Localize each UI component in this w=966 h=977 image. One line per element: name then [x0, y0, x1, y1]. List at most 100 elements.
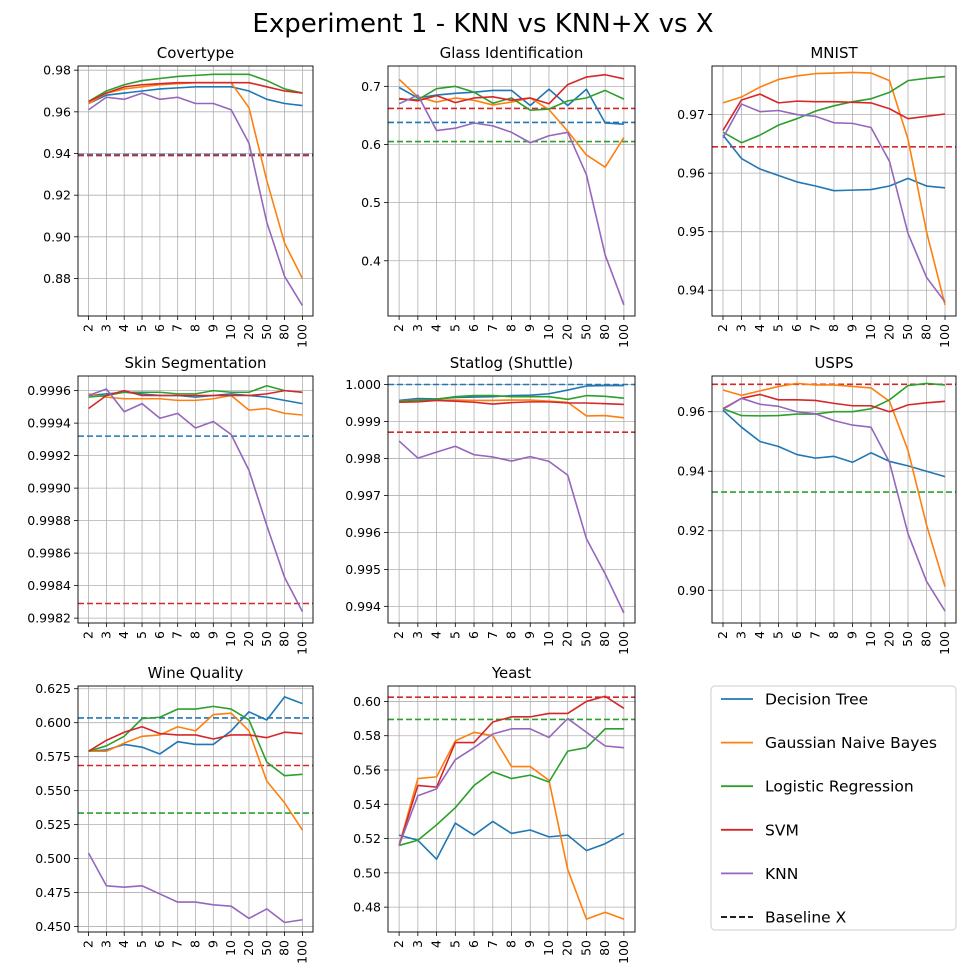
panel-covertype: 2 3 4 5 6 7 8 9 10 20 50 80 100 0.88 0.90 0.92 0.94 0.96 0…: [43, 44, 314, 348]
x-tick-label: 100: [616, 940, 631, 964]
x-tick-label: 50: [259, 324, 274, 340]
series-line-svm: [88, 725, 303, 752]
x-tick-label: 80: [919, 324, 934, 340]
x-tick-label: 8: [826, 324, 841, 332]
series-line-logistic-regression: [88, 384, 303, 398]
x-tick-label: 80: [277, 631, 292, 647]
y-tick-label: 0.625: [35, 681, 71, 696]
series-line-gaussian-naive-bayes: [398, 731, 625, 920]
y-tick-label: 0.94: [43, 146, 71, 161]
x-tick-label: 6: [152, 631, 167, 639]
x-tick-label: 8: [188, 631, 203, 639]
series-line-svm: [88, 81, 303, 103]
y-tick-label: 0.9982: [27, 611, 71, 626]
x-tick-label: 50: [578, 324, 593, 340]
y-tick-label: 0.475: [35, 885, 71, 900]
x-tick-label: 2: [391, 940, 406, 948]
panel-usps: 2 3 4 5 6 7 8 9 10 20 50 80 100 0.90 0.92 0.94 0.96 USPS: [677, 354, 957, 655]
grid: [388, 376, 635, 623]
x-tick-label: 4: [429, 631, 444, 639]
x-tick-label: 4: [752, 324, 767, 332]
y-tick-label: 0.88: [43, 271, 71, 286]
x-tick-label: 4: [429, 324, 444, 332]
grid: [78, 66, 313, 316]
x-tick-label: 8: [188, 940, 203, 948]
x-tick-label: 6: [466, 324, 481, 332]
series-line-knn: [88, 388, 304, 612]
y-tick-label: 0.996: [345, 525, 381, 540]
y-tick-label: 0.9996: [27, 383, 71, 398]
x-tick-label: 20: [882, 324, 897, 340]
y-tick-label: 0.999: [345, 414, 381, 429]
x-tick-label: 20: [560, 631, 575, 647]
x-tick-label: 80: [597, 940, 612, 956]
y-tick-label: 0.56: [353, 763, 381, 778]
x-tick-label: 10: [223, 324, 238, 340]
x-tick-label: 50: [578, 940, 593, 956]
x-tick-label: 7: [485, 324, 500, 332]
y-tick-label: 0.450: [35, 919, 71, 934]
grid: [388, 686, 635, 932]
x-tick-label: 50: [900, 324, 915, 340]
panel-mnist: 2 3 4 5 6 7 8 9 10 20 50 80 100 0.94 0.95 0.96 0.97 MNIST: [677, 44, 957, 348]
series-line-knn: [722, 397, 946, 612]
y-tick-label: 1.000: [345, 377, 381, 392]
y-tick-label: 0.58: [353, 728, 381, 743]
y-tick-label: 0.96: [677, 404, 705, 419]
series-line-decision-tree: [88, 696, 303, 755]
x-tick-label: 3: [410, 940, 425, 948]
panel-title: Glass Identification: [440, 44, 584, 62]
x-tick-label: 5: [447, 324, 462, 332]
x-tick-label: 2: [81, 631, 96, 639]
y-tick-label: 0.94: [677, 283, 705, 298]
series-line-knn: [722, 103, 946, 303]
y-tick-label: 0.90: [43, 229, 71, 244]
y-tick-label: 0.96: [677, 166, 705, 181]
x-tick-label: 5: [447, 631, 462, 639]
panel-title: Skin Segmentation: [124, 354, 266, 372]
x-tick-label: 10: [541, 324, 556, 340]
y-tick-label: 0.9984: [27, 578, 71, 593]
x-tick-label: 2: [81, 940, 96, 948]
x-tick-label: 5: [134, 940, 149, 948]
x-tick-label: 4: [752, 631, 767, 639]
x-tick-label: 3: [410, 631, 425, 639]
y-tick-label: 0.98: [43, 63, 71, 78]
x-tick-label: 9: [845, 631, 860, 639]
series-line-gaussian-naive-bayes: [398, 78, 625, 168]
x-tick-label: 2: [391, 631, 406, 639]
y-tick-label: 0.500: [35, 851, 71, 866]
y-tick-label: 0.9992: [27, 448, 71, 463]
series-line-svm: [399, 73, 625, 105]
x-tick-label: 100: [294, 631, 309, 655]
legend-label-svm: SVM: [765, 821, 799, 839]
x-tick-label: 7: [807, 324, 822, 332]
panel-yeast: 2 3 4 5 6 7 8 9 10 20 50 80 100 0.48 0.50 0.52 0.54 0.56 0…: [353, 664, 636, 964]
x-tick-label: 20: [882, 631, 897, 647]
x-tick-label: 10: [541, 940, 556, 956]
y-tick-label: 0.94: [677, 464, 705, 479]
legend: Decision Tree Gaussian Naive Bayes Logisti…: [710, 685, 957, 931]
series-line-svm: [722, 93, 946, 131]
panel-wine-quality: 2 3 4 5 6 7 8 9 10 20 50 80 100 0.450 0.475 0.500 0.525 0…: [35, 664, 314, 964]
x-tick-label: 4: [116, 324, 131, 332]
x-tick-label: 10: [863, 324, 878, 340]
x-tick-label: 8: [504, 940, 519, 948]
y-tick-label: 0.994: [345, 599, 381, 614]
series-line-decision-tree: [722, 134, 946, 192]
x-tick-label: 8: [188, 324, 203, 332]
x-tick-label: 20: [241, 324, 256, 340]
y-tick-label: 0.9986: [27, 546, 71, 561]
x-tick-label: 9: [522, 631, 537, 639]
y-tick-label: 0.97: [677, 107, 705, 122]
series-line-logistic-regression: [722, 382, 946, 417]
y-tick-label: 0.95: [677, 224, 705, 239]
x-tick-label: 8: [504, 324, 519, 332]
x-tick-label: 3: [98, 324, 113, 332]
x-tick-label: 7: [485, 940, 500, 948]
series-line-svm: [398, 695, 625, 846]
series-line-knn: [87, 852, 303, 924]
x-tick-label: 80: [597, 631, 612, 647]
y-tick-label: 0.50: [353, 865, 381, 880]
